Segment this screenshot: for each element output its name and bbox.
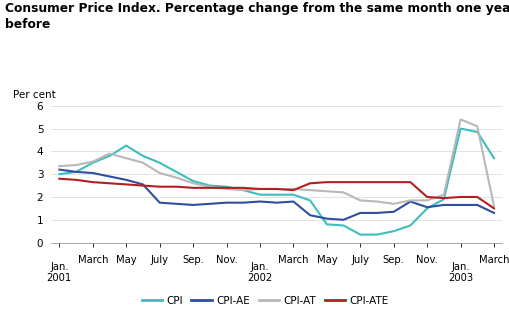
Text: Consumer Price Index. Percentage change from the same month one year
before: Consumer Price Index. Percentage change …	[5, 2, 509, 30]
Text: July: July	[351, 255, 369, 265]
Text: Sep.: Sep.	[382, 255, 404, 265]
Text: May: May	[316, 255, 336, 265]
Text: Nov.: Nov.	[215, 255, 237, 265]
Text: July: July	[150, 255, 168, 265]
Text: March: March	[277, 255, 308, 265]
Legend: CPI, CPI-AE, CPI-AT, CPI-ATE: CPI, CPI-AE, CPI-AT, CPI-ATE	[141, 296, 388, 306]
Text: Per cent: Per cent	[13, 90, 55, 100]
Text: Nov.: Nov.	[415, 255, 437, 265]
Text: Jan.
2001: Jan. 2001	[47, 262, 72, 283]
Text: Jan.
2002: Jan. 2002	[247, 262, 272, 283]
Text: March: March	[478, 255, 508, 265]
Text: Sep.: Sep.	[182, 255, 204, 265]
Text: May: May	[116, 255, 136, 265]
Text: March: March	[77, 255, 108, 265]
Text: Jan.
2003: Jan. 2003	[447, 262, 472, 283]
